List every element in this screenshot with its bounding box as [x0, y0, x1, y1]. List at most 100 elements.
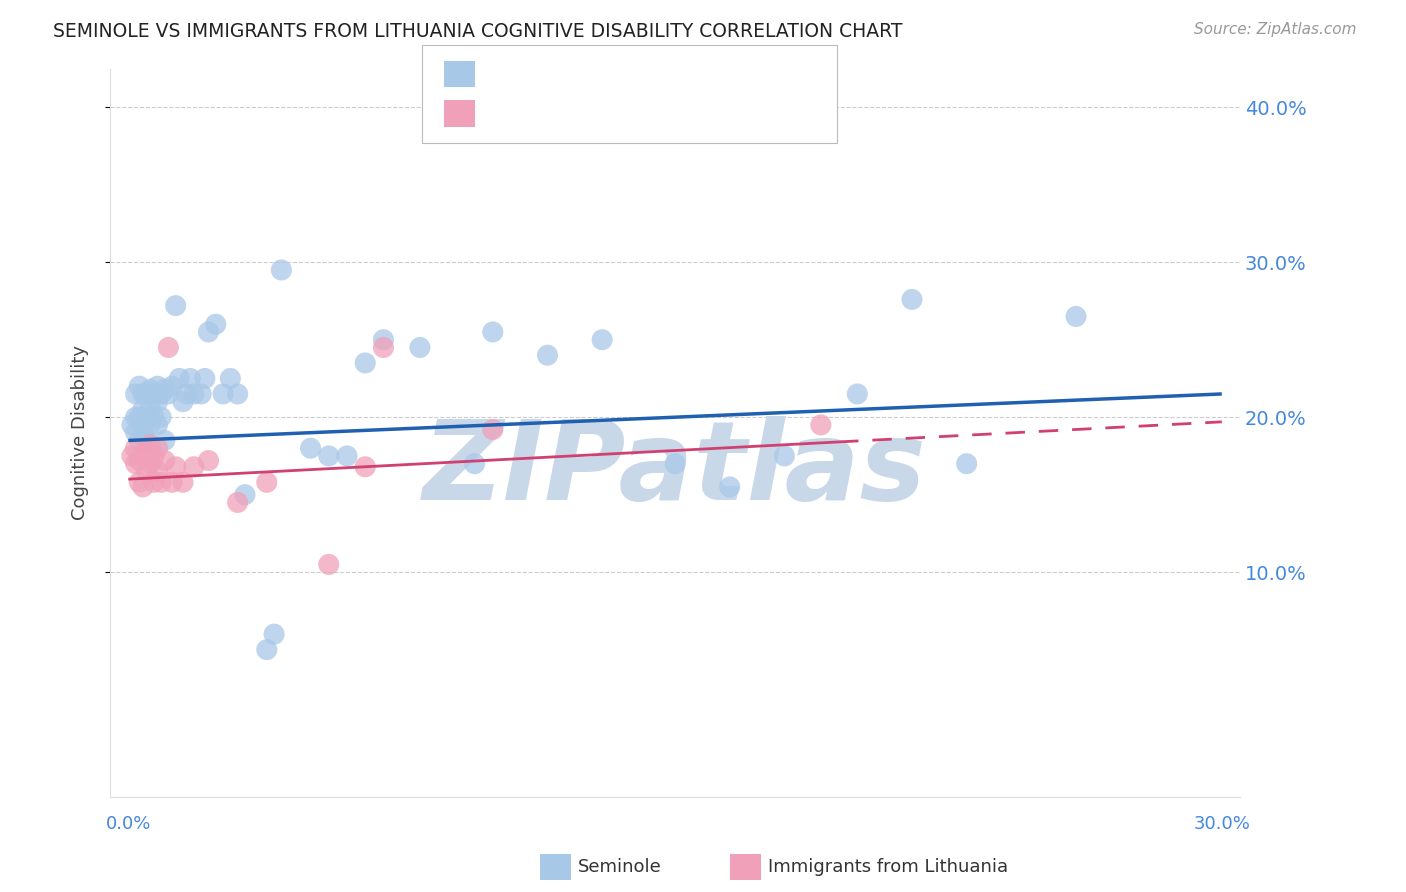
- Point: [150, 410, 173, 425]
- Y-axis label: Cognitive Disability: Cognitive Disability: [72, 345, 89, 520]
- Point: [226, 387, 249, 401]
- Point: [256, 475, 278, 490]
- Text: Seminole: Seminole: [578, 858, 662, 876]
- Point: [132, 480, 155, 494]
- Point: [153, 453, 176, 467]
- Point: [132, 425, 155, 440]
- Point: [172, 475, 194, 490]
- Point: [160, 475, 183, 490]
- Point: [135, 434, 157, 448]
- Point: [773, 449, 796, 463]
- Point: [139, 382, 162, 396]
- Point: [270, 263, 292, 277]
- Text: ZIPatlas: ZIPatlas: [423, 416, 927, 523]
- Point: [121, 449, 143, 463]
- Point: [194, 371, 217, 385]
- Point: [142, 449, 165, 463]
- Point: [128, 379, 150, 393]
- Point: [128, 434, 150, 448]
- Point: [901, 293, 924, 307]
- Point: [150, 387, 173, 401]
- Point: [183, 387, 205, 401]
- Point: [190, 387, 212, 401]
- Point: [146, 394, 169, 409]
- Point: [165, 459, 187, 474]
- Point: [536, 348, 558, 362]
- Point: [481, 423, 503, 437]
- Point: [354, 356, 377, 370]
- Point: [124, 410, 146, 425]
- Point: [142, 387, 165, 401]
- Point: [160, 379, 183, 393]
- Point: [132, 449, 155, 463]
- Point: [146, 441, 169, 455]
- Text: N =: N =: [591, 104, 630, 122]
- Text: N =: N =: [591, 65, 630, 83]
- Point: [1064, 310, 1087, 324]
- Point: [142, 475, 165, 490]
- Point: [153, 434, 176, 448]
- Point: [157, 387, 180, 401]
- Text: 30.0%: 30.0%: [1194, 815, 1250, 833]
- Point: [591, 333, 613, 347]
- Text: 0.193: 0.193: [527, 104, 583, 122]
- Point: [146, 417, 169, 432]
- Point: [212, 387, 235, 401]
- Text: 0.0%: 0.0%: [105, 815, 150, 833]
- Point: [165, 299, 187, 313]
- Point: [409, 341, 432, 355]
- Point: [318, 558, 340, 572]
- Point: [128, 475, 150, 490]
- Point: [226, 495, 249, 509]
- Point: [179, 371, 201, 385]
- Point: [956, 457, 979, 471]
- Point: [139, 417, 162, 432]
- Point: [172, 394, 194, 409]
- Point: [299, 441, 322, 455]
- Point: [132, 402, 155, 417]
- Point: [464, 457, 486, 471]
- Text: SEMINOLE VS IMMIGRANTS FROM LITHUANIA COGNITIVE DISABILITY CORRELATION CHART: SEMINOLE VS IMMIGRANTS FROM LITHUANIA CO…: [53, 22, 903, 41]
- Point: [718, 480, 741, 494]
- Point: [146, 379, 169, 393]
- Point: [121, 417, 143, 432]
- Text: 0.130: 0.130: [527, 65, 583, 83]
- Point: [263, 627, 285, 641]
- Point: [124, 387, 146, 401]
- Point: [197, 453, 219, 467]
- Point: [197, 325, 219, 339]
- Point: [135, 444, 157, 458]
- Point: [373, 341, 395, 355]
- Point: [135, 387, 157, 401]
- Point: [354, 459, 377, 474]
- Point: [146, 465, 169, 479]
- Point: [233, 488, 256, 502]
- Point: [132, 387, 155, 401]
- Text: Immigrants from Lithuania: Immigrants from Lithuania: [768, 858, 1008, 876]
- Point: [183, 459, 205, 474]
- Point: [135, 410, 157, 425]
- Point: [124, 425, 146, 440]
- Point: [481, 325, 503, 339]
- Point: [128, 453, 150, 467]
- Point: [336, 449, 359, 463]
- Point: [204, 317, 226, 331]
- Point: [846, 387, 869, 401]
- Point: [150, 475, 173, 490]
- Point: [157, 341, 180, 355]
- Point: [219, 371, 242, 385]
- Text: 61: 61: [630, 65, 655, 83]
- Point: [810, 417, 832, 432]
- Text: 30: 30: [630, 104, 655, 122]
- Point: [169, 371, 191, 385]
- Point: [124, 441, 146, 455]
- Point: [373, 333, 395, 347]
- Point: [139, 438, 162, 452]
- Point: [139, 400, 162, 414]
- Text: Source: ZipAtlas.com: Source: ZipAtlas.com: [1194, 22, 1357, 37]
- Point: [318, 449, 340, 463]
- Point: [176, 387, 198, 401]
- Point: [128, 410, 150, 425]
- Point: [153, 382, 176, 396]
- Point: [124, 457, 146, 471]
